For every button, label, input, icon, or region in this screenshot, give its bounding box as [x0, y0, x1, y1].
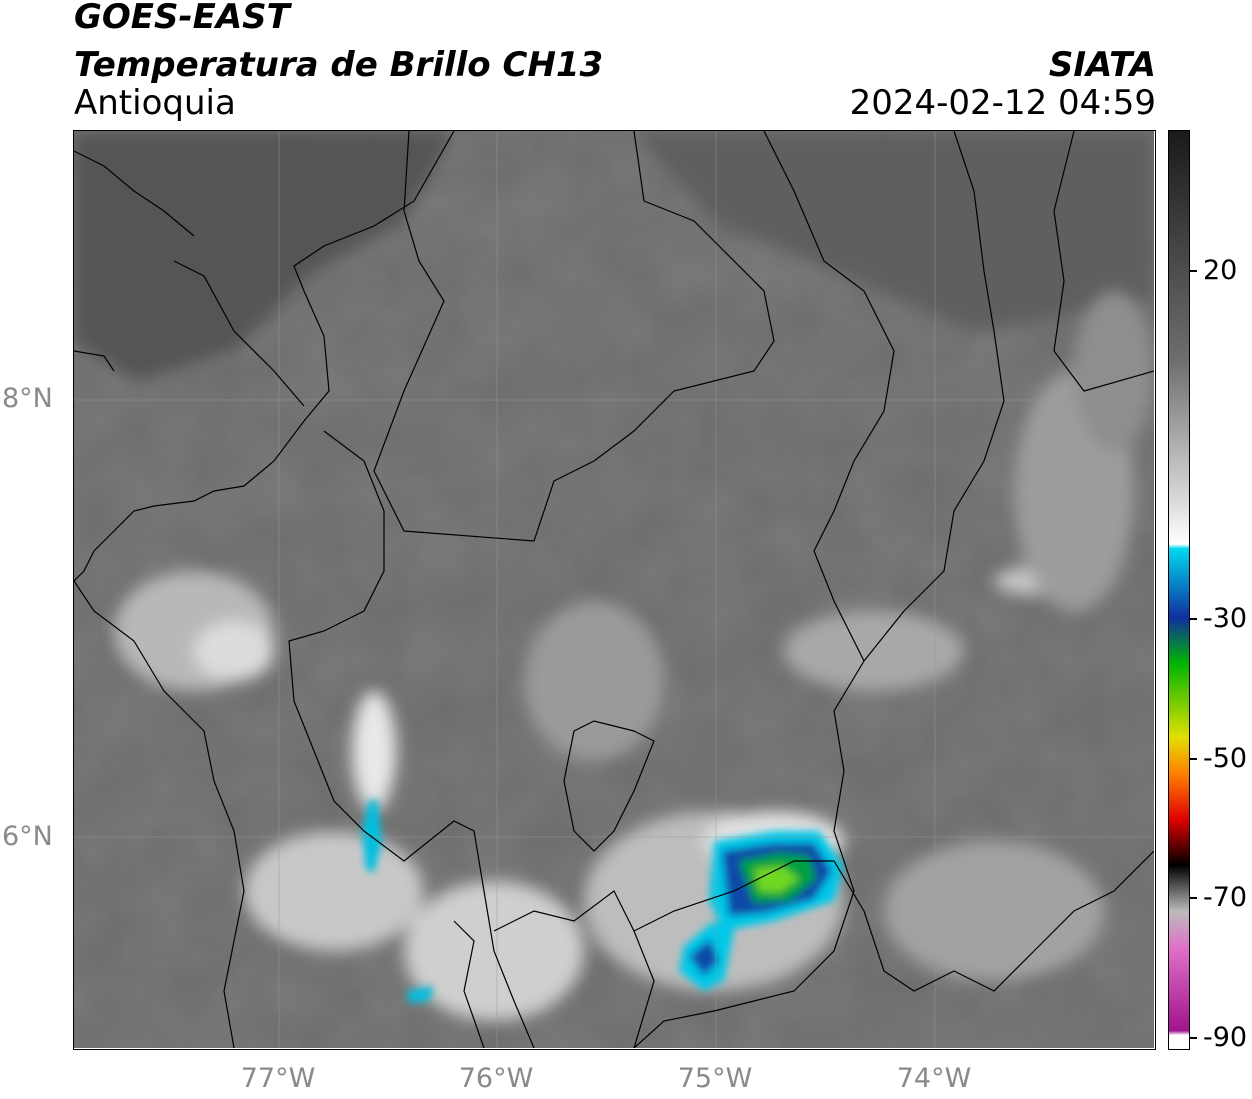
colorbar-tick-minus50 [1190, 758, 1197, 760]
convective-cell-west [362, 799, 434, 1003]
colorbar-tick-minus90 [1190, 1037, 1197, 1039]
lon-label-74w: 74°W [896, 1063, 972, 1094]
graticule [74, 131, 1154, 1048]
colorbar-tick-minus70 [1190, 897, 1197, 899]
map-canvas [74, 131, 1154, 1048]
ocean-region [74, 131, 454, 381]
colorbar-label-minus90: -90 [1203, 1022, 1248, 1053]
lat-label-6n: 6°N [2, 821, 53, 852]
colorbar-label-minus50: -50 [1203, 743, 1248, 774]
lon-label-75w: 75°W [677, 1063, 753, 1094]
satellite-map[interactable] [73, 130, 1156, 1050]
coastline [74, 131, 455, 582]
colorbar-tick-minus30 [1190, 618, 1197, 620]
lon-label-76w: 76°W [458, 1063, 534, 1094]
product-title: Temperatura de Brillo CH13 [74, 45, 604, 85]
department-border-north [373, 131, 775, 542]
west-coast [74, 580, 245, 1048]
colorbar [1168, 130, 1190, 1050]
north-dark-region [634, 131, 1154, 331]
convective-cell-east [679, 831, 844, 991]
organization-label: SIATA [1048, 45, 1156, 85]
lon-label-77w: 77°W [240, 1063, 316, 1094]
region-label: Antioquia [74, 83, 236, 123]
timestamp-label: 2024-02-12 04:59 [849, 83, 1156, 123]
colorbar-label-20: 20 [1203, 255, 1238, 286]
satellite-title: GOES-EAST [74, 0, 290, 37]
boundaries [74, 131, 1154, 1048]
colorbar-tick-20 [1190, 270, 1197, 272]
enclave-border [563, 720, 655, 852]
lat-label-8n: 8°N [2, 383, 53, 414]
department-border-west [288, 430, 535, 1048]
colorbar-label-minus30: -30 [1203, 603, 1248, 634]
colorbar-label-minus70: -70 [1203, 882, 1248, 913]
